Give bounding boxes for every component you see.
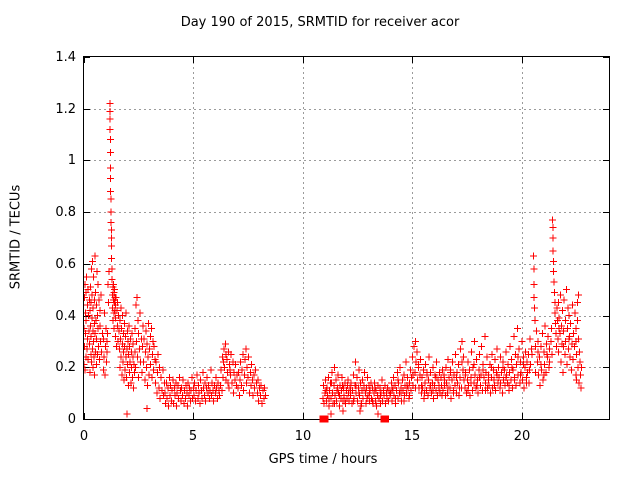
y-tick-label: 0	[68, 412, 76, 427]
chart-title: Day 190 of 2015, SRMTID for receiver aco…	[180, 15, 460, 30]
y-tick-label: 0.8	[55, 205, 76, 220]
y-tick-label: 1	[68, 153, 76, 168]
y-tick-label: 1.4	[55, 50, 76, 65]
x-tick-label: 20	[514, 429, 531, 444]
x-tick-label: 5	[189, 429, 197, 444]
x-axis-label: GPS time / hours	[268, 452, 378, 467]
y-axis-label: SRMTID / TECUs	[8, 184, 24, 290]
x-tick-label: 10	[295, 429, 312, 444]
zero-value-markers	[319, 415, 389, 423]
y-tick-label: 0.2	[55, 360, 76, 375]
scatter-points	[84, 100, 585, 418]
plot-border	[83, 56, 610, 420]
y-tick-label: 0.6	[55, 257, 76, 272]
x-tick-labels: 0 5 10 15 20	[80, 429, 530, 444]
y-tick-label: 0.4	[55, 309, 76, 324]
y-tick-label: 1.2	[55, 102, 76, 117]
y-tick-labels: 0 0.2 0.4 0.6 0.8 1 1.2 1.4	[55, 50, 76, 427]
x-tick-label: 15	[404, 429, 421, 444]
x-tick-label: 0	[80, 429, 88, 444]
